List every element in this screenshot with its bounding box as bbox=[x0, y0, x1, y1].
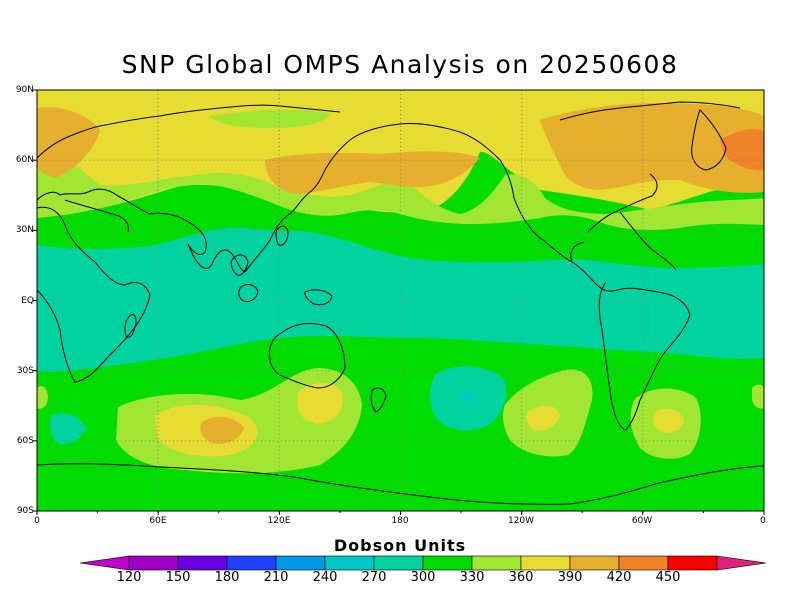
ozone-contour-region bbox=[265, 151, 480, 194]
coastline bbox=[230, 254, 249, 276]
lon-label-180: 180 bbox=[391, 516, 409, 526]
lat-label-eq: EQ bbox=[21, 296, 34, 306]
lat-label-30n: 30N bbox=[15, 225, 34, 235]
coastline bbox=[37, 463, 764, 505]
lon-label-60w: 60W bbox=[631, 516, 653, 526]
lat-label-90s: 90S bbox=[16, 506, 34, 516]
colorbar-swatch bbox=[177, 555, 228, 571]
colorbar-label: 300 bbox=[410, 570, 436, 585]
ozone-contour-region bbox=[653, 408, 684, 433]
coastline bbox=[37, 188, 119, 201]
coastline bbox=[570, 241, 585, 263]
lat-label-60s: 60S bbox=[16, 436, 34, 446]
coastline bbox=[559, 101, 741, 121]
colorbar-swatch bbox=[373, 555, 424, 571]
colorbar-label: 270 bbox=[361, 570, 387, 585]
coastline bbox=[587, 173, 658, 233]
colorbar-label: 210 bbox=[263, 570, 289, 585]
ozone-contour-region bbox=[210, 109, 330, 128]
colorbar-swatch bbox=[618, 555, 669, 571]
coastline bbox=[275, 225, 289, 246]
ozone-contour-region bbox=[540, 102, 764, 193]
colorbar-title: Dobson Units bbox=[333, 536, 467, 555]
ozone-fields bbox=[37, 90, 764, 511]
colorbar-swatch bbox=[667, 555, 718, 571]
colorbar-label: 360 bbox=[508, 570, 534, 585]
colorbar-swatch bbox=[275, 555, 326, 571]
ozone-contour-region bbox=[200, 416, 244, 444]
ozone-contour-region bbox=[238, 230, 252, 243]
lon-label-0: 0 bbox=[34, 516, 40, 526]
ozone-contour-region bbox=[37, 107, 100, 178]
colorbar-label: 150 bbox=[165, 570, 191, 585]
colorbar-swatch bbox=[422, 555, 473, 571]
colorbar-swatch bbox=[226, 555, 277, 571]
coastline bbox=[124, 314, 137, 338]
coastlines bbox=[37, 101, 764, 505]
coastline bbox=[244, 139, 351, 273]
lon-label-60e: 60E bbox=[149, 516, 167, 526]
coastline bbox=[187, 243, 246, 273]
coastline bbox=[304, 289, 333, 306]
coastline bbox=[99, 104, 341, 127]
coastline bbox=[269, 323, 346, 389]
colorbar-swatch bbox=[324, 555, 375, 571]
colorbar-label: 120 bbox=[116, 570, 142, 585]
coastline bbox=[238, 284, 259, 303]
colorbar-swatch bbox=[128, 555, 179, 571]
ozone-contour-region bbox=[296, 383, 343, 424]
lat-label-60n: 60N bbox=[15, 155, 34, 165]
ozone-contour-region bbox=[526, 405, 560, 431]
coastline bbox=[370, 387, 387, 413]
colorbar-label: 450 bbox=[655, 570, 681, 585]
colorbar-swatch bbox=[520, 555, 571, 571]
ozone-contour-region bbox=[37, 386, 48, 409]
colorbar-under-arrow bbox=[79, 555, 130, 571]
coastline bbox=[37, 206, 151, 383]
coastline bbox=[619, 211, 677, 271]
lat-label-90n: 90N bbox=[15, 85, 34, 95]
coastline bbox=[349, 123, 515, 199]
ozone-contour-region bbox=[37, 227, 764, 372]
ozone-contour-region bbox=[50, 413, 86, 445]
colorbar-label: 180 bbox=[214, 570, 240, 585]
coastline bbox=[598, 281, 691, 431]
colorbar-label: 330 bbox=[459, 570, 485, 585]
coastline bbox=[64, 199, 129, 233]
colorbar-label: 390 bbox=[557, 570, 583, 585]
coastline bbox=[37, 125, 101, 159]
colorbar-swatch bbox=[569, 555, 620, 571]
map-title: SNP Global OMPS Analysis on 20250608 bbox=[121, 50, 679, 79]
lon-label-120e: 120E bbox=[267, 516, 291, 526]
colorbar-over-arrow bbox=[716, 555, 767, 571]
lat-label-30s: 30S bbox=[16, 366, 34, 376]
coastline bbox=[117, 195, 207, 255]
colorbar-label: 240 bbox=[312, 570, 338, 585]
coastline bbox=[691, 109, 727, 171]
lon-label-0-right: 0 bbox=[760, 516, 766, 526]
ozone-contour-region bbox=[752, 384, 764, 409]
axis-ticks bbox=[33, 89, 765, 515]
colorbar-swatch bbox=[471, 555, 522, 571]
colorbar bbox=[79, 555, 767, 571]
colorbar-label: 420 bbox=[606, 570, 632, 585]
ozone-contour-region bbox=[462, 393, 473, 403]
lon-label-120w: 120W bbox=[507, 516, 535, 526]
